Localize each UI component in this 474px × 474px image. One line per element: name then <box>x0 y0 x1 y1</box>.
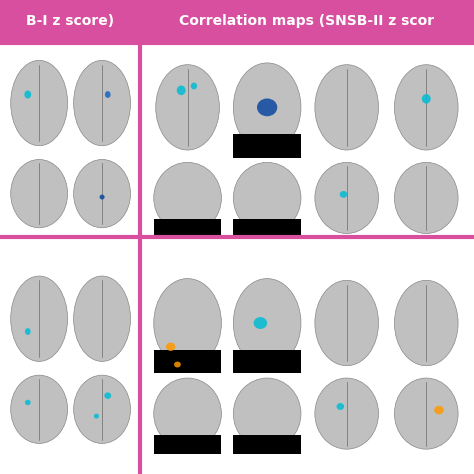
Ellipse shape <box>73 159 130 228</box>
Ellipse shape <box>233 163 301 234</box>
Ellipse shape <box>394 378 458 449</box>
Ellipse shape <box>434 406 444 414</box>
Ellipse shape <box>166 343 175 351</box>
Ellipse shape <box>315 280 379 366</box>
Text: B-I z score): B-I z score) <box>26 14 114 28</box>
Ellipse shape <box>174 362 181 367</box>
Ellipse shape <box>315 378 379 449</box>
Ellipse shape <box>105 91 110 98</box>
FancyBboxPatch shape <box>233 435 301 454</box>
Ellipse shape <box>11 375 68 444</box>
Ellipse shape <box>394 163 458 234</box>
Ellipse shape <box>24 91 31 99</box>
Ellipse shape <box>94 414 99 419</box>
Ellipse shape <box>233 378 301 449</box>
Ellipse shape <box>340 191 347 198</box>
Ellipse shape <box>422 94 431 104</box>
Ellipse shape <box>11 159 68 228</box>
FancyBboxPatch shape <box>154 435 221 454</box>
Ellipse shape <box>177 85 186 95</box>
FancyBboxPatch shape <box>154 350 221 374</box>
Ellipse shape <box>315 163 379 234</box>
Ellipse shape <box>254 317 267 329</box>
FancyBboxPatch shape <box>154 219 221 238</box>
Ellipse shape <box>11 60 68 146</box>
Ellipse shape <box>191 82 197 90</box>
Ellipse shape <box>315 65 379 150</box>
Ellipse shape <box>11 276 68 361</box>
FancyBboxPatch shape <box>233 134 301 158</box>
Ellipse shape <box>233 63 301 152</box>
Ellipse shape <box>154 279 221 367</box>
Ellipse shape <box>154 163 221 234</box>
Ellipse shape <box>73 60 130 146</box>
Ellipse shape <box>156 65 219 150</box>
Ellipse shape <box>337 403 344 410</box>
Ellipse shape <box>100 195 105 200</box>
Ellipse shape <box>73 375 130 444</box>
Ellipse shape <box>104 392 111 399</box>
Ellipse shape <box>154 378 221 449</box>
Text: Correlation maps (SNSB-II z scor: Correlation maps (SNSB-II z scor <box>179 14 435 28</box>
FancyBboxPatch shape <box>233 219 301 238</box>
FancyBboxPatch shape <box>0 0 474 43</box>
Ellipse shape <box>73 276 130 361</box>
Ellipse shape <box>25 328 31 335</box>
Ellipse shape <box>394 65 458 150</box>
Ellipse shape <box>394 280 458 366</box>
Ellipse shape <box>25 400 31 405</box>
Ellipse shape <box>233 279 301 367</box>
FancyBboxPatch shape <box>233 350 301 374</box>
Ellipse shape <box>257 99 277 116</box>
